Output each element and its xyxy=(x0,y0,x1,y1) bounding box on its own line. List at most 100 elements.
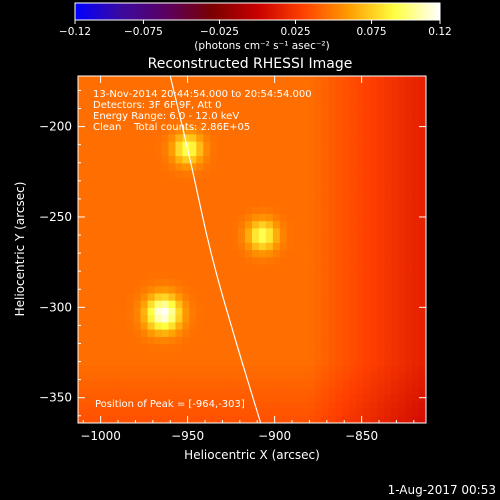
heatmap-cell xyxy=(119,343,128,352)
heatmap-cell xyxy=(196,112,204,120)
heatmap-cell xyxy=(419,271,426,280)
heatmap-cell xyxy=(189,104,197,113)
heatmap-cell xyxy=(203,329,211,337)
heatmap-cell xyxy=(112,292,121,301)
heatmap-cell xyxy=(377,271,385,280)
heatmap-cell xyxy=(286,415,295,423)
heatmap-cell xyxy=(349,415,357,423)
heatmap-cell xyxy=(300,249,309,258)
heatmap-cell xyxy=(217,372,225,381)
heatmap-cell xyxy=(252,300,260,308)
heatmap-cell xyxy=(314,285,323,294)
heatmap-cell xyxy=(363,415,371,423)
heatmap-cell xyxy=(300,350,309,359)
heatmap-cell xyxy=(377,177,385,186)
heatmap-cell xyxy=(147,292,156,301)
heatmap-cell xyxy=(272,227,281,236)
heatmap-cell xyxy=(231,372,239,381)
heatmap-cell xyxy=(293,372,302,381)
heatmap-cell xyxy=(300,162,309,171)
heatmap-cell xyxy=(328,278,337,287)
heatmap-cell xyxy=(147,271,156,280)
heatmap-cell xyxy=(168,220,177,229)
heatmap-cell xyxy=(356,141,364,149)
heatmap-cell xyxy=(252,90,260,99)
heatmap-cell xyxy=(105,177,114,186)
heatmap-cell xyxy=(140,271,149,280)
heatmap-cell xyxy=(196,141,204,149)
heatmap-cell xyxy=(231,307,239,316)
heatmap-cell xyxy=(384,357,392,366)
heatmap-cell xyxy=(105,285,114,294)
heatmap-cell xyxy=(300,104,309,113)
heatmap-cell xyxy=(328,227,337,236)
heatmap-cell xyxy=(286,292,295,301)
heatmap-cell xyxy=(98,379,107,388)
heatmap-cell xyxy=(140,235,149,243)
heatmap-cell xyxy=(384,169,392,178)
heatmap-cell xyxy=(314,148,323,157)
heatmap-cell xyxy=(98,126,107,135)
heatmap-cell xyxy=(370,271,378,280)
heatmap-cell xyxy=(189,177,197,186)
heatmap-cell xyxy=(265,235,274,243)
heatmap-cell xyxy=(217,394,225,402)
heatmap-cell xyxy=(342,314,351,323)
heatmap-cell xyxy=(419,307,426,316)
heatmap-cell xyxy=(279,235,288,243)
heatmap-cell xyxy=(105,408,114,417)
heatmap-cell xyxy=(210,97,218,106)
heatmap-cell xyxy=(196,350,204,359)
heatmap-cell xyxy=(182,372,190,381)
heatmap-cell xyxy=(238,169,246,178)
heatmap-cell xyxy=(154,278,163,287)
heatmap-cell xyxy=(119,235,128,243)
heatmap-cell xyxy=(126,357,135,366)
heatmap-cell xyxy=(189,242,197,251)
heatmap-cell xyxy=(168,235,177,243)
heatmap-cell xyxy=(224,177,232,186)
heatmap-cell xyxy=(161,83,170,92)
heatmap-cell xyxy=(98,220,107,229)
heatmap-cell xyxy=(231,126,239,135)
heatmap-cell xyxy=(126,213,135,222)
heatmap-cell xyxy=(196,220,204,229)
heatmap-cell xyxy=(140,227,149,236)
heatmap-cell xyxy=(98,292,107,301)
heatmap-cell xyxy=(272,379,281,388)
heatmap-cell xyxy=(112,177,121,186)
heatmap-cell xyxy=(349,184,357,193)
heatmap-cell xyxy=(349,119,357,128)
heatmap-cell xyxy=(126,97,135,106)
heatmap-cell xyxy=(161,90,170,99)
heatmap-cell xyxy=(356,126,364,135)
heatmap-cell xyxy=(300,97,309,106)
heatmap-cell xyxy=(307,119,316,128)
heatmap-cell xyxy=(384,213,392,222)
heatmap-cell xyxy=(78,155,86,164)
heatmap-cell xyxy=(258,350,267,359)
heatmap-cell xyxy=(133,300,142,308)
heatmap-cell xyxy=(335,256,344,265)
heatmap-cell xyxy=(84,90,93,99)
heatmap-cell xyxy=(328,191,337,200)
heatmap-cell xyxy=(391,133,399,142)
heatmap-cell xyxy=(342,83,351,92)
heatmap-cell xyxy=(147,220,156,229)
heatmap-cell xyxy=(252,119,260,128)
heatmap-cell xyxy=(342,90,351,99)
heatmap-cell xyxy=(238,213,246,222)
heatmap-cell xyxy=(272,119,281,128)
heatmap-cell xyxy=(147,169,156,178)
heatmap-cell xyxy=(314,256,323,265)
heatmap-cell xyxy=(154,336,163,345)
heatmap-cell xyxy=(300,401,309,410)
heatmap-cell xyxy=(314,372,323,381)
heatmap-cell xyxy=(328,271,337,280)
heatmap-cell xyxy=(363,220,371,229)
heatmap-cell xyxy=(126,227,135,236)
heatmap-cell xyxy=(377,126,385,135)
heatmap-cell xyxy=(147,357,156,366)
heatmap-cell xyxy=(391,220,399,229)
heatmap-cell xyxy=(112,235,121,243)
